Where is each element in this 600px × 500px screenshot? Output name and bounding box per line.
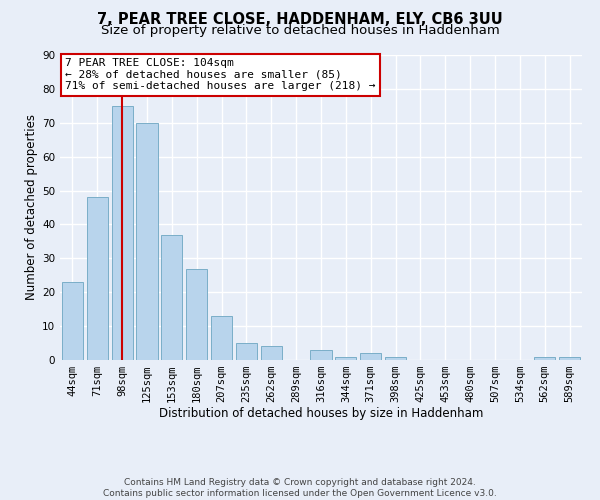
Bar [261,346,282,360]
Bar [186,268,207,360]
Bar [136,123,158,360]
Bar [310,350,332,360]
Text: 7 PEAR TREE CLOSE: 104sqm
← 28% of detached houses are smaller (85)
71% of semi-: 7 PEAR TREE CLOSE: 104sqm ← 28% of detac… [65,58,376,91]
Text: Contains HM Land Registry data © Crown copyright and database right 2024.
Contai: Contains HM Land Registry data © Crown c… [103,478,497,498]
Bar [559,356,580,360]
Bar [335,356,356,360]
Bar [211,316,232,360]
Bar [62,282,83,360]
Bar [534,356,555,360]
Text: Size of property relative to detached houses in Haddenham: Size of property relative to detached ho… [101,24,499,37]
Y-axis label: Number of detached properties: Number of detached properties [25,114,38,300]
Bar [112,106,133,360]
X-axis label: Distribution of detached houses by size in Haddenham: Distribution of detached houses by size … [159,406,483,420]
Bar [236,343,257,360]
Bar [385,356,406,360]
Bar [161,234,182,360]
Text: 7, PEAR TREE CLOSE, HADDENHAM, ELY, CB6 3UU: 7, PEAR TREE CLOSE, HADDENHAM, ELY, CB6 … [97,12,503,28]
Bar [360,353,381,360]
Bar [87,198,108,360]
